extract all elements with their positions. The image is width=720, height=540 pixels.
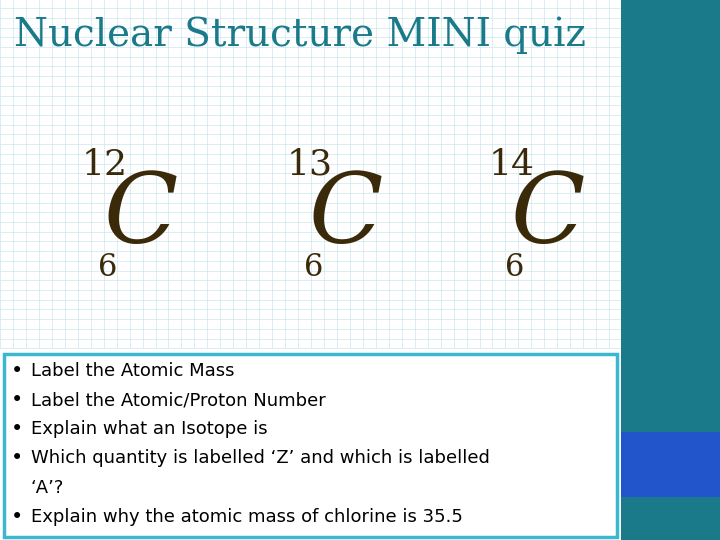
Text: •: • [10,390,23,410]
Text: •: • [10,507,23,527]
Text: •: • [10,448,23,469]
Text: Explain why the atomic mass of chlorine is 35.5: Explain why the atomic mass of chlorine … [31,508,463,526]
Text: C: C [510,169,585,263]
Text: 6: 6 [304,252,323,283]
Text: Label the Atomic/Proton Number: Label the Atomic/Proton Number [31,391,325,409]
Text: 14: 14 [488,148,534,181]
Text: 12: 12 [81,148,127,181]
Text: Which quantity is labelled ‘Z’ and which is labelled: Which quantity is labelled ‘Z’ and which… [31,449,490,468]
Text: 13: 13 [287,148,333,181]
Text: •: • [10,419,23,440]
Text: ‘A’?: ‘A’? [31,478,64,497]
Text: Label the Atomic Mass: Label the Atomic Mass [31,362,235,380]
Bar [621,432,720,497]
Text: Nuclear Structure MINI quiz: Nuclear Structure MINI quiz [14,16,586,53]
Text: C: C [103,169,178,263]
FancyBboxPatch shape [4,354,617,537]
Text: 6: 6 [505,252,524,283]
Text: •: • [10,361,23,381]
Text: Explain what an Isotope is: Explain what an Isotope is [31,420,268,438]
Bar [621,0,720,540]
Text: 6: 6 [99,252,117,283]
Text: C: C [308,169,383,263]
